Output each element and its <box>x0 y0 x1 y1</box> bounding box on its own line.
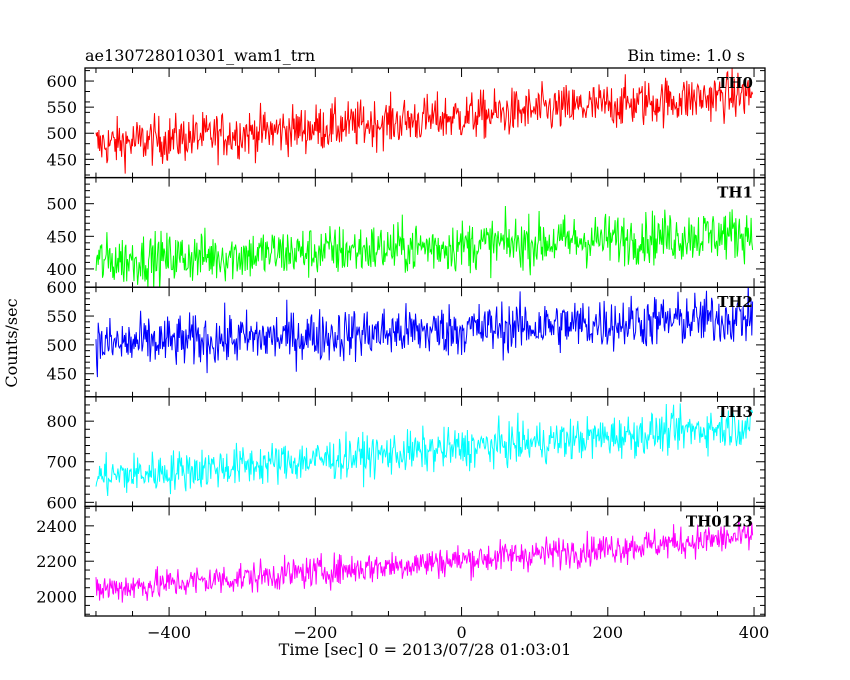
series-line-th0 <box>95 68 754 174</box>
panels-group: TH0 450 500 550 600 TH1 400 450 500 TH2 450 500 550 6… <box>36 67 766 617</box>
plot-title-right: Bin time: 1.0 s <box>627 46 745 65</box>
x-tick-label: 0 <box>456 623 466 642</box>
y-tick-label: 450 <box>46 150 77 169</box>
y-tick-label: 550 <box>46 98 77 117</box>
y-tick-label: 800 <box>46 412 77 431</box>
y-tick-label: 550 <box>46 307 77 326</box>
y-tick-label: 450 <box>46 365 77 384</box>
y-tick-label: 500 <box>46 336 77 355</box>
x-tick-label: −200 <box>293 623 337 642</box>
y-tick-label: 700 <box>46 453 77 472</box>
y-tick-label: 2200 <box>36 552 77 571</box>
plot-title-left: ae130728010301_wam1_trn <box>85 46 315 65</box>
panel-label-th2: TH2 <box>717 293 753 311</box>
y-tick-label: 600 <box>46 278 77 297</box>
y-tick-label: 450 <box>46 227 77 246</box>
panel-label-th0: TH0 <box>717 74 753 92</box>
y-tick-label: 500 <box>46 124 77 143</box>
y-tick-label: 600 <box>46 72 77 91</box>
x-tick-label: 400 <box>739 623 770 642</box>
y-tick-label: 2400 <box>36 517 77 536</box>
panel-label-th0123: TH0123 <box>686 512 753 530</box>
y-axis-label: Counts/sec <box>2 298 21 387</box>
series-line-th3 <box>95 403 754 497</box>
y-tick-label: 500 <box>46 195 77 214</box>
panel-frame-th0123 <box>84 505 766 617</box>
x-tick-label: 200 <box>593 623 624 642</box>
series-line-th1 <box>95 205 754 288</box>
x-tick-labels: −400 −200 0 200 400 <box>147 623 769 642</box>
y-tick-label: 600 <box>46 493 77 512</box>
panel-label-th1: TH1 <box>717 184 753 202</box>
x-axis-label: Time [sec] 0 = 2013/07/28 01:03:01 <box>279 640 572 659</box>
y-tick-label: 2000 <box>36 588 77 607</box>
series-line-th0123 <box>95 516 754 603</box>
y-tick-label: 400 <box>46 260 77 279</box>
panel-label-th3: TH3 <box>717 403 753 421</box>
x-tick-label: −400 <box>147 623 191 642</box>
series-line-th2 <box>95 287 754 378</box>
